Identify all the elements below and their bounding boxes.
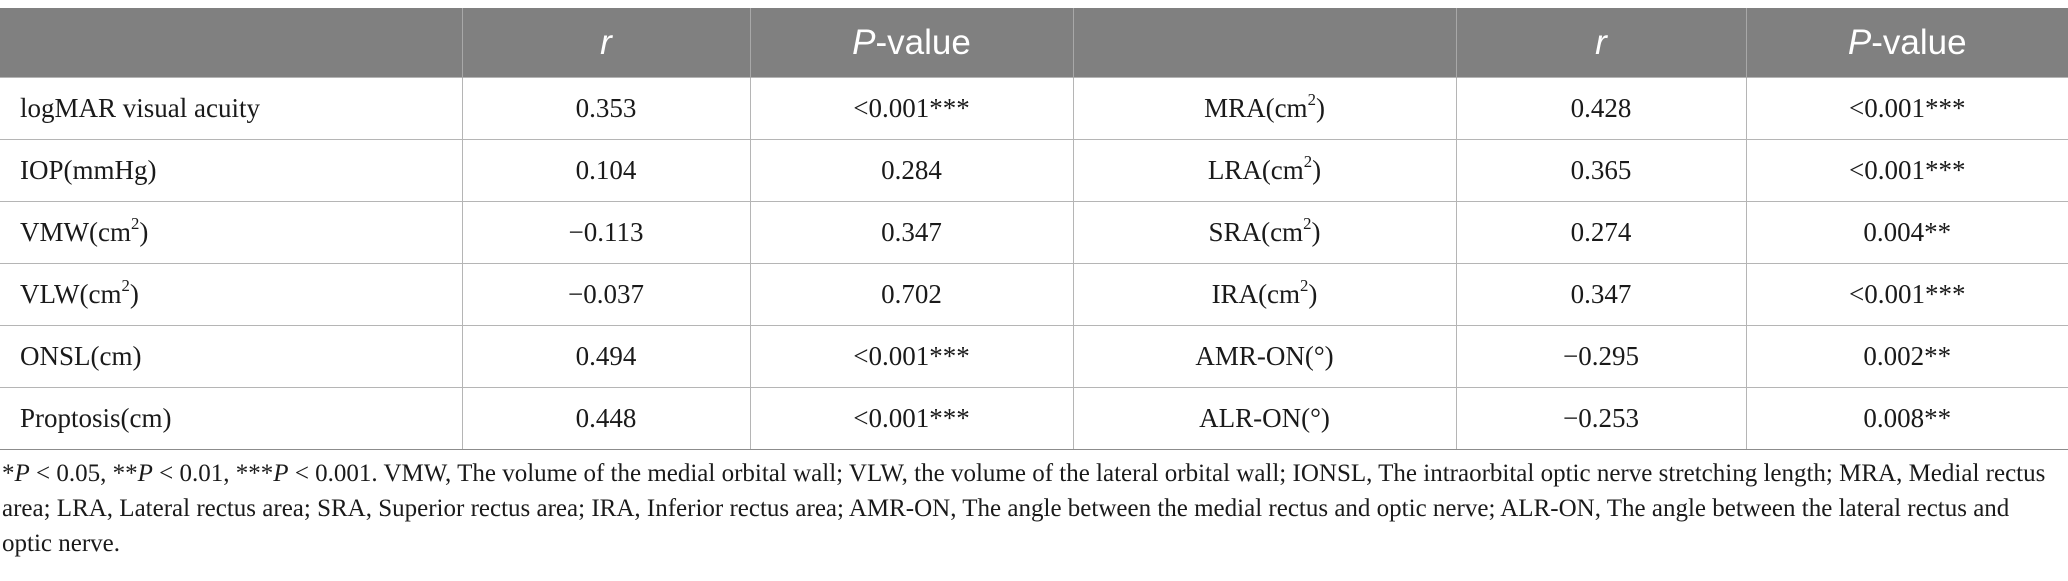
r-value-cell: −0.037: [461, 263, 750, 326]
header-p-suffix-2: -value: [1871, 22, 1967, 62]
r-value-cell: 0.448: [461, 387, 750, 450]
p-value-cell: <0.001***: [749, 387, 1073, 450]
variable-cell: VLW(cm2): [0, 263, 462, 326]
table-footnote: *P < 0.05, **P < 0.01, ***P < 0.001. VMW…: [2, 460, 2046, 557]
table-body: logMAR visual acuity 0.353 <0.001*** MRA(cm…: [0, 77, 2068, 450]
table-row: IOP(mmHg) 0.104 0.284 LRA(cm2) 0.365 <0.001**…: [0, 139, 2068, 202]
table-header: r P-value r P-value: [0, 8, 2068, 78]
p-value-cell: 0.284: [749, 139, 1073, 202]
r-value-cell: 0.365: [1455, 139, 1746, 202]
variable-cell: MRA(cm2): [1072, 77, 1456, 140]
p-value-cell: 0.002**: [1745, 325, 2068, 388]
p-value-cell: <0.001***: [749, 77, 1073, 140]
header-r-2: r: [1455, 8, 1746, 78]
p-value-cell: <0.001***: [749, 325, 1073, 388]
variable-cell: Proptosis(cm): [0, 387, 462, 450]
table-row: VLW(cm2) −0.037 0.702 IRA(cm2) 0.347 <0.001**…: [0, 263, 2068, 326]
correlation-table: r P-value r P-value logMAR visual acuity…: [0, 8, 2068, 450]
variable-cell: IRA(cm2): [1072, 263, 1456, 326]
table-row: VMW(cm2) −0.113 0.347 SRA(cm2) 0.274 0.004**: [0, 201, 2068, 264]
header-pvalue-2: P-value: [1745, 8, 2068, 78]
header-variable-2: [1072, 8, 1456, 78]
variable-cell: logMAR visual acuity: [0, 77, 462, 140]
p-value-cell: 0.004**: [1745, 201, 2068, 264]
header-p-letter-1: P: [852, 22, 876, 62]
p-value-cell: 0.008**: [1745, 387, 2068, 450]
r-value-cell: −0.113: [461, 201, 750, 264]
p-value-cell: <0.001***: [1745, 139, 2068, 202]
header-r-2-text: r: [1595, 22, 1607, 62]
p-value-cell: <0.001***: [1745, 77, 2068, 140]
table-row: ONSL(cm) 0.494 <0.001*** AMR-ON(°) −0.295 0.0…: [0, 325, 2068, 388]
variable-cell: LRA(cm2): [1072, 139, 1456, 202]
r-value-cell: 0.274: [1455, 201, 1746, 264]
r-value-cell: −0.295: [1455, 325, 1746, 388]
variable-cell: SRA(cm2): [1072, 201, 1456, 264]
header-row: r P-value r P-value: [0, 8, 2068, 78]
variable-cell: ONSL(cm): [0, 325, 462, 388]
table-row: logMAR visual acuity 0.353 <0.001*** MRA(cm…: [0, 77, 2068, 140]
r-value-cell: 0.347: [1455, 263, 1746, 326]
header-p-suffix-1: -value: [875, 22, 971, 62]
p-value-cell: <0.001***: [1745, 263, 2068, 326]
r-value-cell: 0.353: [461, 77, 750, 140]
header-p-letter-2: P: [1847, 22, 1872, 62]
header-variable-1: [0, 8, 462, 78]
r-value-cell: 0.428: [1455, 77, 1746, 140]
r-value-cell: 0.494: [461, 325, 750, 388]
r-value-cell: 0.104: [461, 139, 750, 202]
header-pvalue-1: P-value: [749, 8, 1073, 78]
variable-cell: ALR-ON(°): [1072, 387, 1456, 450]
p-value-cell: 0.702: [749, 263, 1073, 326]
header-r-1: r: [461, 8, 750, 78]
variable-cell: AMR-ON(°): [1072, 325, 1456, 388]
r-value-cell: −0.253: [1455, 387, 1746, 450]
header-r-1-text: r: [600, 22, 612, 62]
p-value-cell: 0.347: [749, 201, 1073, 264]
variable-cell: VMW(cm2): [0, 201, 462, 264]
table-row: Proptosis(cm) 0.448 <0.001*** ALR-ON(°) −0.2…: [0, 387, 2068, 450]
variable-cell: IOP(mmHg): [0, 139, 462, 202]
